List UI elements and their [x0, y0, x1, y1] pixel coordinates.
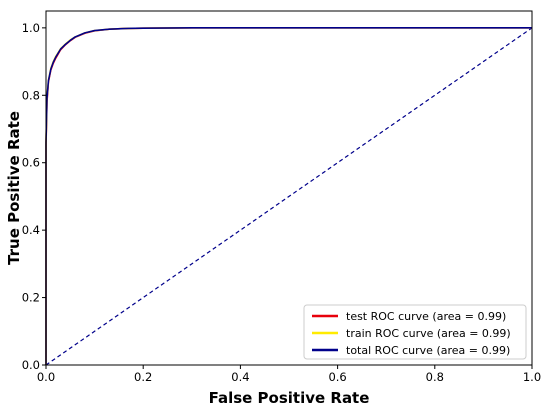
y-tick-label: 0.8	[22, 88, 40, 102]
x-tick-label: 0.0	[37, 370, 55, 384]
x-tick-label: 0.2	[134, 370, 152, 384]
x-axis-title: False Positive Rate	[209, 389, 370, 407]
series-layer	[45, 27, 532, 365]
series-line-2	[45, 27, 532, 365]
plot-frame	[45, 10, 533, 366]
y-tick-label: 0.2	[22, 291, 40, 305]
y-tick-label: 0.4	[22, 223, 40, 237]
y-axis: 0.0 0.2 0.4 0.6 0.8 1.0	[22, 21, 46, 372]
x-tick-label: 0.8	[426, 370, 444, 384]
x-tick-label: 1.0	[523, 370, 541, 384]
chance-diagonal-line	[45, 27, 533, 366]
x-tick-label: 0.4	[231, 370, 249, 384]
legend-box	[303, 304, 527, 360]
y-tick-label: 0.6	[22, 156, 40, 170]
reference-line-layer	[45, 27, 533, 366]
legend: test ROC curve (area = 0.99) train ROC cu…	[303, 304, 527, 360]
legend-label-1: train ROC curve (area = 0.99)	[346, 327, 511, 340]
legend-label-0: test ROC curve (area = 0.99)	[346, 310, 506, 323]
x-axis: 0.0 0.2 0.4 0.6 0.8 1.0	[37, 365, 541, 384]
y-axis-title: True Positive Rate	[5, 111, 23, 265]
x-tick-label: 0.6	[328, 370, 346, 384]
y-tick-label: 0.0	[22, 358, 40, 372]
y-tick-label: 1.0	[22, 21, 40, 35]
legend-label-2: total ROC curve (area = 0.99)	[346, 344, 510, 357]
